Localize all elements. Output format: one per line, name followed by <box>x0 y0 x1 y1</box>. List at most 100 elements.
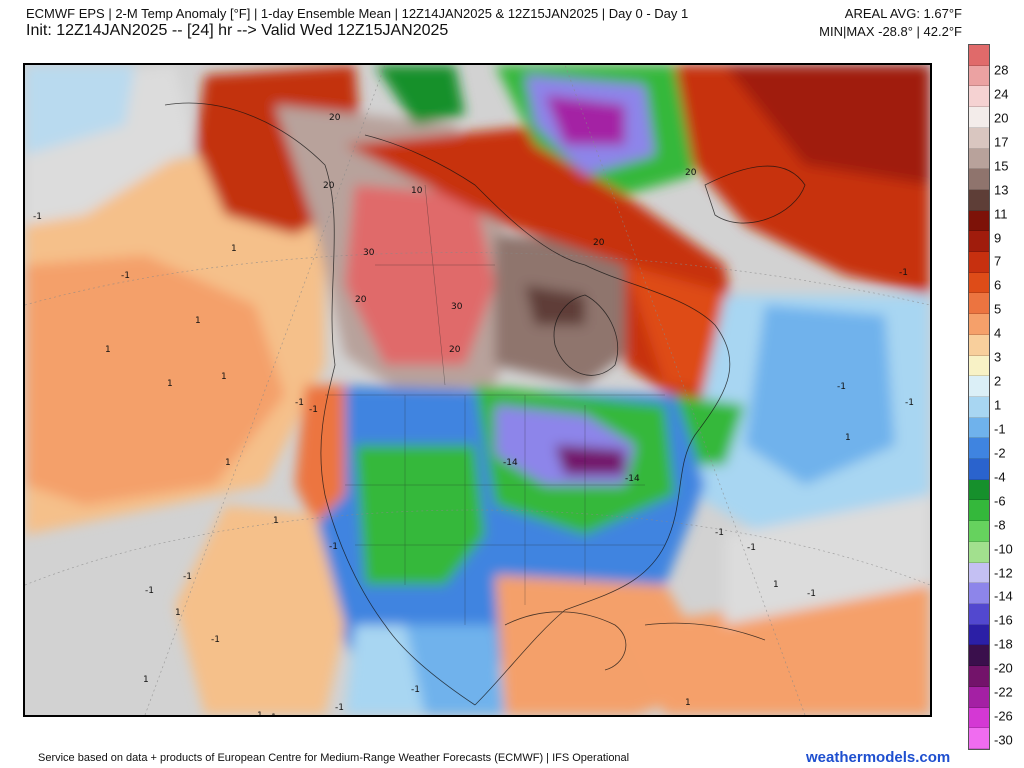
contour-label: 10 <box>411 186 423 196</box>
color-swatch <box>969 562 989 584</box>
color-scale-label: -22 <box>994 684 1013 700</box>
contour-label: 1 <box>105 345 111 355</box>
contour-label: -1 <box>309 405 318 415</box>
color-swatch <box>969 252 989 273</box>
contour-label: 1 <box>231 244 237 254</box>
contour-label: -1 <box>211 635 220 645</box>
contour-label: 1 <box>271 713 277 715</box>
contour-label: 30 <box>451 302 463 312</box>
color-swatch <box>969 334 989 356</box>
contour-label: -1 <box>411 685 420 695</box>
contour-label: 20 <box>593 238 605 248</box>
color-swatch <box>969 107 989 128</box>
color-scale-label: 20 <box>994 110 1009 126</box>
color-scale-label: 3 <box>994 349 1002 365</box>
contour-labels: 20 20 30 20 30 20 20 20 -1 -1 1 1 1 1 1 -1 1 -1 -1 1 -1 -1 -1 1… <box>33 113 914 715</box>
color-scale-label: 2 <box>994 373 1002 389</box>
color-swatch <box>969 603 989 625</box>
color-swatch <box>969 666 989 687</box>
color-swatch <box>969 459 989 480</box>
graticule <box>25 65 930 715</box>
contour-label: 30 <box>363 248 375 258</box>
color-swatch <box>969 521 989 542</box>
contour-label: -1 <box>329 542 338 552</box>
color-swatch <box>969 314 989 335</box>
contour-label: -14 <box>625 474 640 484</box>
map-title: ECMWF EPS | 2-M Temp Anomaly [°F] | 1-da… <box>26 6 689 21</box>
color-swatch <box>969 45 989 66</box>
color-scale-label: -20 <box>994 660 1013 676</box>
color-scale-label: 17 <box>994 134 1009 150</box>
contour-label: 1 <box>225 458 231 468</box>
contour-label: -1 <box>837 382 846 392</box>
color-swatch <box>969 210 989 232</box>
color-scale-label: -2 <box>994 445 1006 461</box>
color-scale-label: -8 <box>994 517 1006 533</box>
contour-label: 20 <box>685 168 697 178</box>
color-scale-label: -12 <box>994 565 1013 580</box>
color-swatch <box>969 293 989 315</box>
contour-label: -1 <box>899 268 908 278</box>
color-scale-label: 24 <box>994 86 1009 102</box>
contour-label: 1 <box>685 698 691 708</box>
color-swatch <box>969 541 989 563</box>
color-scale-label: -14 <box>994 588 1013 604</box>
color-scale-label: 6 <box>994 277 1002 293</box>
color-swatch <box>969 148 989 170</box>
color-scale-label: -30 <box>994 732 1013 748</box>
color-swatch <box>969 624 989 646</box>
contour-label: -14 <box>503 458 518 468</box>
color-scale-labels: 28 24 20 17 15 13 11 9 7 6 5 4 3 2 1 -1 -2 -4 -6 -8 -10 -12 -1… <box>994 44 1024 750</box>
contour-label: -1 <box>33 212 42 222</box>
color-swatch <box>969 479 989 501</box>
color-scale-label: -26 <box>994 708 1013 724</box>
color-swatch <box>969 127 989 149</box>
color-swatch <box>969 65 989 87</box>
contour-label: 20 <box>449 345 461 355</box>
color-swatch <box>969 169 989 190</box>
color-scale-label: 5 <box>994 301 1002 317</box>
color-swatch <box>969 86 989 108</box>
color-scale-label: 28 <box>994 62 1009 78</box>
color-scale-label: -4 <box>994 469 1006 485</box>
color-swatch <box>969 417 989 439</box>
color-swatch <box>969 686 989 708</box>
contour-label: 20 <box>355 295 367 305</box>
color-scale-label: -6 <box>994 493 1006 509</box>
color-swatch <box>969 728 989 749</box>
color-scale-label: -18 <box>994 636 1013 652</box>
color-scale-label: 13 <box>994 182 1009 198</box>
color-scale-label: -16 <box>994 612 1013 628</box>
color-scale-label: 7 <box>994 253 1002 269</box>
contour-label: 1 <box>273 516 279 526</box>
color-swatch <box>969 396 989 418</box>
min-max-readout: MIN|MAX -28.8° | 42.2°F <box>819 24 962 39</box>
contour-label: 1 <box>167 379 173 389</box>
brand-link[interactable]: weathermodels.com <box>806 749 951 766</box>
contour-label: -1 <box>807 589 816 599</box>
color-scale-label: -1 <box>994 421 1006 437</box>
color-scale-label: -10 <box>994 541 1013 557</box>
contour-label: -1 <box>335 703 344 713</box>
coastlines <box>164 102 806 706</box>
color-swatch <box>969 707 989 729</box>
color-swatch <box>969 376 989 397</box>
anomaly-field <box>25 65 930 715</box>
color-swatch <box>969 231 989 253</box>
anomaly-map: 20 20 30 20 30 20 20 20 -1 -1 1 1 1 1 1 -1 1 -1 -1 1 -1 -1 -1 1… <box>23 63 932 717</box>
contour-label: -1 <box>183 572 192 582</box>
color-swatch <box>969 500 989 522</box>
contour-label: 1 <box>773 580 779 590</box>
color-scale-label: 15 <box>994 158 1009 174</box>
color-scale-label: 1 <box>994 397 1002 413</box>
contour-label: 20 <box>323 181 335 191</box>
color-scale-label: 11 <box>994 206 1008 222</box>
contour-label: 1 <box>845 433 851 443</box>
color-scale-label: 9 <box>994 230 1002 245</box>
contour-label: 1 <box>175 608 181 618</box>
contour-label: -1 <box>747 543 756 553</box>
contour-label: -1 <box>121 271 130 281</box>
color-swatch <box>969 438 989 460</box>
color-swatch <box>969 645 989 667</box>
contour-label: 1 <box>195 316 201 326</box>
